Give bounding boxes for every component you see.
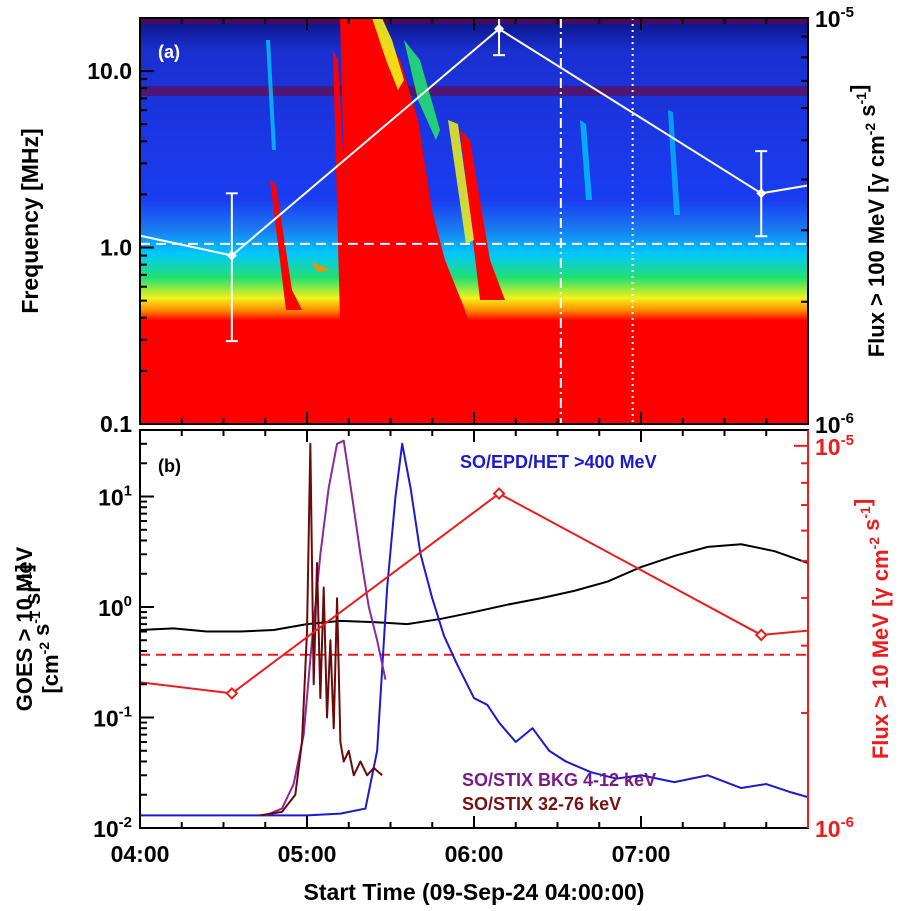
panel-a-overlays xyxy=(140,18,808,424)
data-point-marker xyxy=(754,628,768,642)
radio-burst xyxy=(460,130,505,300)
annotation-het: SO/EPD/HET >400 MeV xyxy=(460,452,657,472)
y-tick-label: 10-6 xyxy=(815,814,854,842)
x-tick-label: 06:00 xyxy=(445,841,504,867)
y-tick-label: 10-2 xyxy=(93,814,132,842)
goes-10mev-line xyxy=(140,543,808,633)
spectrogram xyxy=(140,18,808,424)
flux-10mev-line xyxy=(140,492,808,695)
y-tick-label: 10-5 xyxy=(815,432,854,460)
radio-burst xyxy=(404,40,440,140)
panel-b-y-label-line2: [cm-2 s-1 sr-1] xyxy=(11,564,63,693)
panel-b-label: (b) xyxy=(158,456,181,476)
stix-bkg-line xyxy=(264,439,387,817)
radio-burst xyxy=(305,250,330,272)
spectrogram-band xyxy=(140,86,808,96)
stix-hxr-line xyxy=(260,442,383,817)
y-tick-label: 100 xyxy=(98,593,132,621)
x-tick-label: 07:00 xyxy=(612,841,671,867)
panel-a-frame xyxy=(139,17,809,425)
x-axis-label: Start Time (09-Sep-24 04:00:00) xyxy=(304,879,645,905)
y-tick-label: 10.0 xyxy=(87,58,132,84)
annotation-stix-hxr: SO/STIX 32-76 keV xyxy=(462,794,621,814)
y-tick-label: 1.0 xyxy=(100,235,132,261)
x-tick-label: 05:00 xyxy=(278,841,337,867)
x-tick-label: 04:00 xyxy=(111,841,170,867)
panel-a-y-label: Frequency [MHz] xyxy=(17,128,43,313)
y-tick-label: 0.1 xyxy=(100,411,132,437)
panel-b-y-label-line1: GOES > 10 MeV xyxy=(12,546,37,711)
radio-burst xyxy=(372,18,404,90)
panel-b-y2-label: Flux > 10 MeV [γ cm-2 s-1] xyxy=(850,499,893,759)
y-tick-label: 10-5 xyxy=(815,4,854,32)
data-point-marker xyxy=(756,188,767,199)
panel-b-lines xyxy=(140,439,808,817)
panel-b-frame xyxy=(139,429,809,829)
axes-layer: 04:00 05:00 06:00 07:000.11.010.010-610-510… xyxy=(87,4,854,867)
annotation-stix-bkg: SO/STIX BKG 4-12 keV xyxy=(462,770,656,790)
radio-burst xyxy=(340,18,470,330)
radio-burst xyxy=(266,40,276,150)
y-tick-label: 10-1 xyxy=(93,704,132,732)
radio-burst xyxy=(580,120,592,200)
data-point-marker xyxy=(494,23,505,34)
panel-a-y2-label: Flux > 100 MeV [γ cm-2 s-1] xyxy=(846,85,889,358)
y-tick-label: 10-6 xyxy=(815,410,854,438)
spectrogram-low-freq xyxy=(140,330,808,424)
data-point-marker xyxy=(226,250,237,261)
panel-a-label: (a) xyxy=(158,42,180,62)
y-tick-label: 101 xyxy=(98,483,132,511)
het-400mev-line xyxy=(140,442,808,817)
data-point-marker xyxy=(225,686,239,700)
data-point-marker xyxy=(492,487,506,500)
radio-burst xyxy=(270,180,302,310)
radio-burst xyxy=(333,50,352,320)
radio-burst xyxy=(448,120,474,244)
